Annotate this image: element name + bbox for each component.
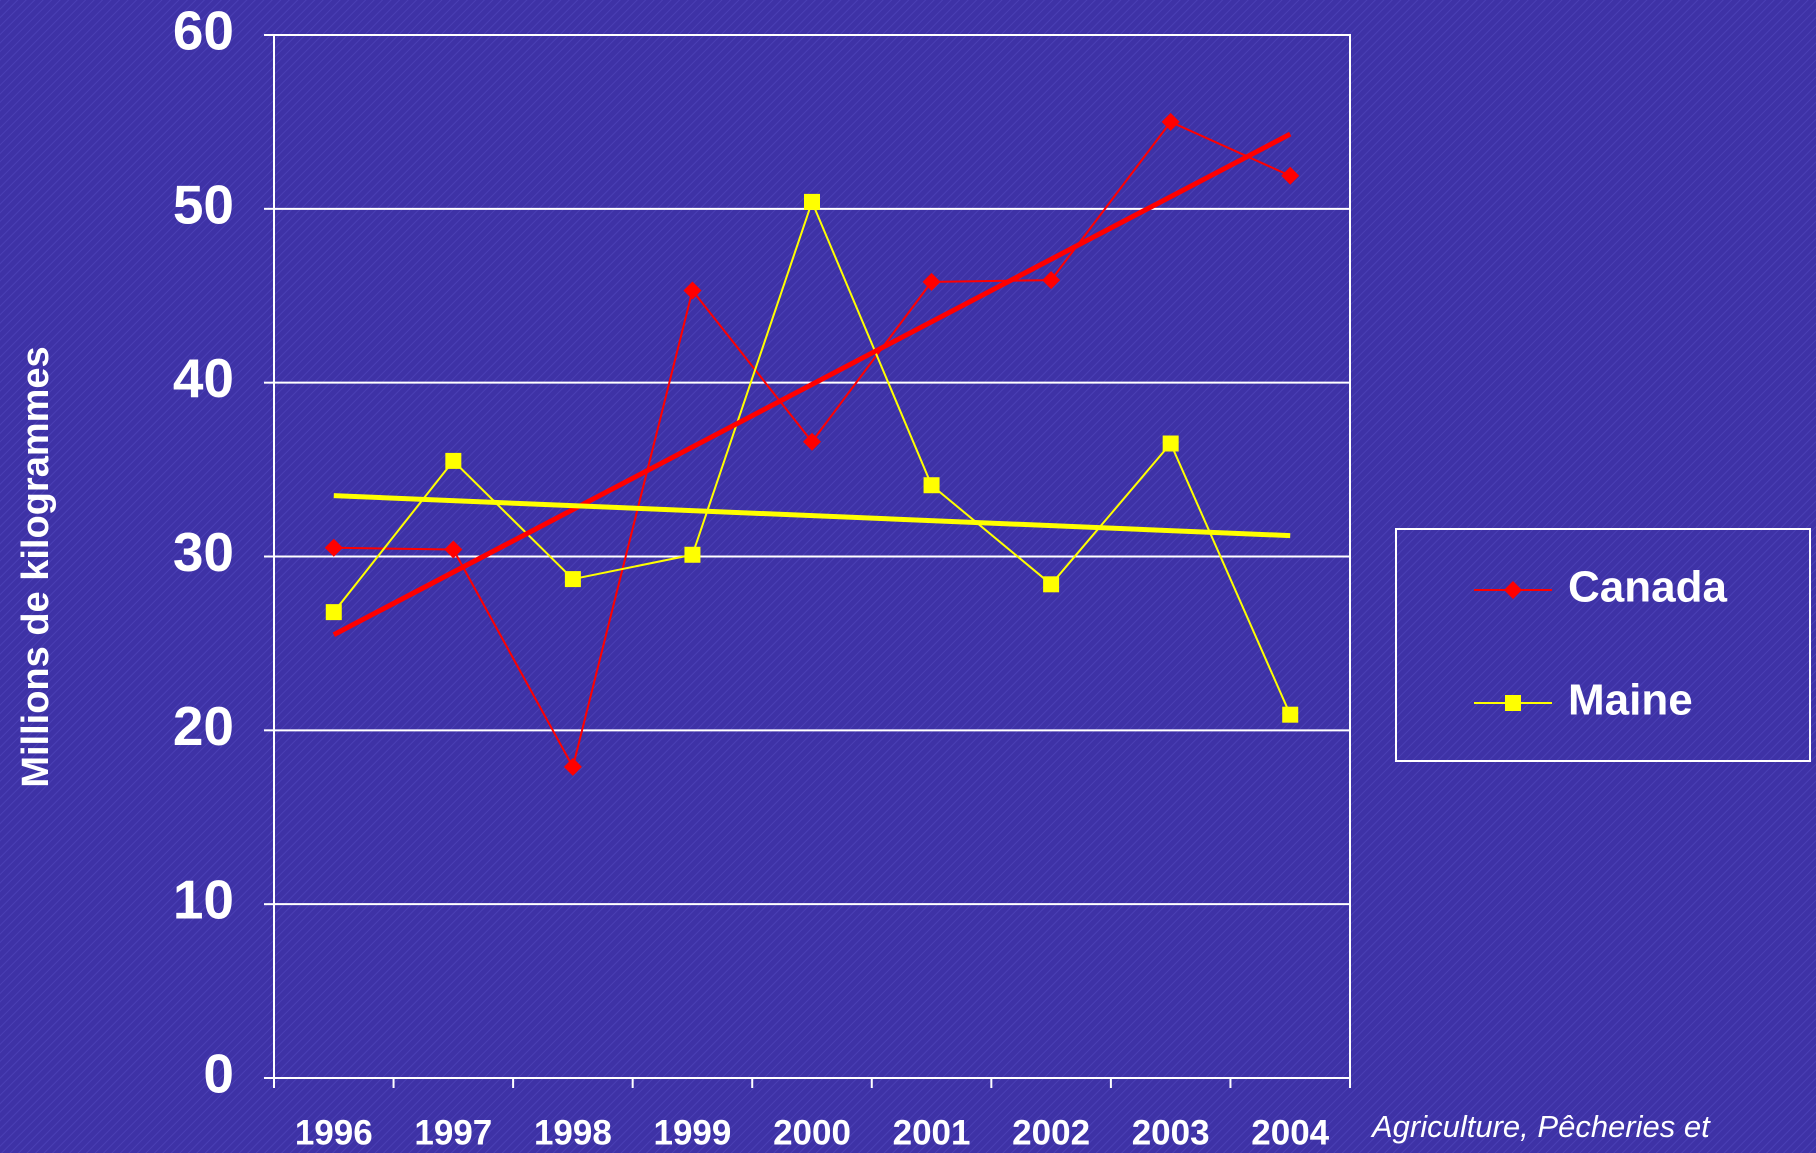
y-axis-label: Millions de kilogrammes bbox=[15, 346, 57, 787]
y-tick-label: 0 bbox=[203, 1043, 234, 1105]
legend-label: Maine bbox=[1568, 676, 1693, 725]
y-tick-label: 10 bbox=[173, 869, 234, 931]
data-point bbox=[1043, 576, 1060, 593]
x-tick-label: 1998 bbox=[534, 1113, 612, 1152]
data-point bbox=[445, 452, 462, 469]
x-tick-label: 2004 bbox=[1251, 1113, 1329, 1152]
x-tick-label: 1999 bbox=[654, 1113, 732, 1152]
x-tick-label: 1997 bbox=[414, 1113, 492, 1152]
data-point bbox=[1162, 435, 1179, 452]
legend-marker bbox=[1505, 695, 1521, 711]
data-point bbox=[684, 546, 701, 563]
x-tick-label: 2003 bbox=[1132, 1113, 1210, 1152]
y-tick-label: 30 bbox=[173, 521, 234, 583]
x-tick-label: 2001 bbox=[893, 1113, 971, 1152]
plot-frame bbox=[273, 34, 1351, 1079]
source-note: Agriculture, Pêcheries et bbox=[1370, 1109, 1711, 1144]
data-point bbox=[324, 538, 343, 557]
trend-line bbox=[333, 493, 1291, 539]
data-point bbox=[922, 272, 941, 291]
data-point bbox=[804, 193, 820, 210]
y-tick-label: 50 bbox=[173, 173, 234, 235]
legend-box bbox=[1395, 528, 1811, 762]
x-tick-label: 2002 bbox=[1012, 1113, 1090, 1152]
data-point bbox=[1161, 112, 1180, 131]
data-point bbox=[1042, 271, 1061, 290]
x-tick-label: 1996 bbox=[295, 1113, 373, 1152]
data-point bbox=[563, 757, 582, 776]
data-point bbox=[803, 432, 821, 451]
y-tick-label: 60 bbox=[173, 0, 234, 62]
y-tick-label: 40 bbox=[173, 347, 234, 409]
x-tick-label: 2000 bbox=[773, 1113, 851, 1152]
data-point bbox=[1282, 706, 1299, 723]
data-point bbox=[923, 477, 940, 494]
data-point bbox=[683, 281, 702, 300]
data-point bbox=[1281, 166, 1300, 185]
data-point bbox=[444, 540, 463, 559]
data-point bbox=[325, 604, 342, 621]
legend-marker bbox=[1504, 581, 1522, 599]
data-point bbox=[564, 571, 581, 588]
trend-line bbox=[332, 131, 1292, 637]
legend-label: Canada bbox=[1568, 563, 1727, 612]
y-tick-label: 20 bbox=[173, 695, 234, 757]
